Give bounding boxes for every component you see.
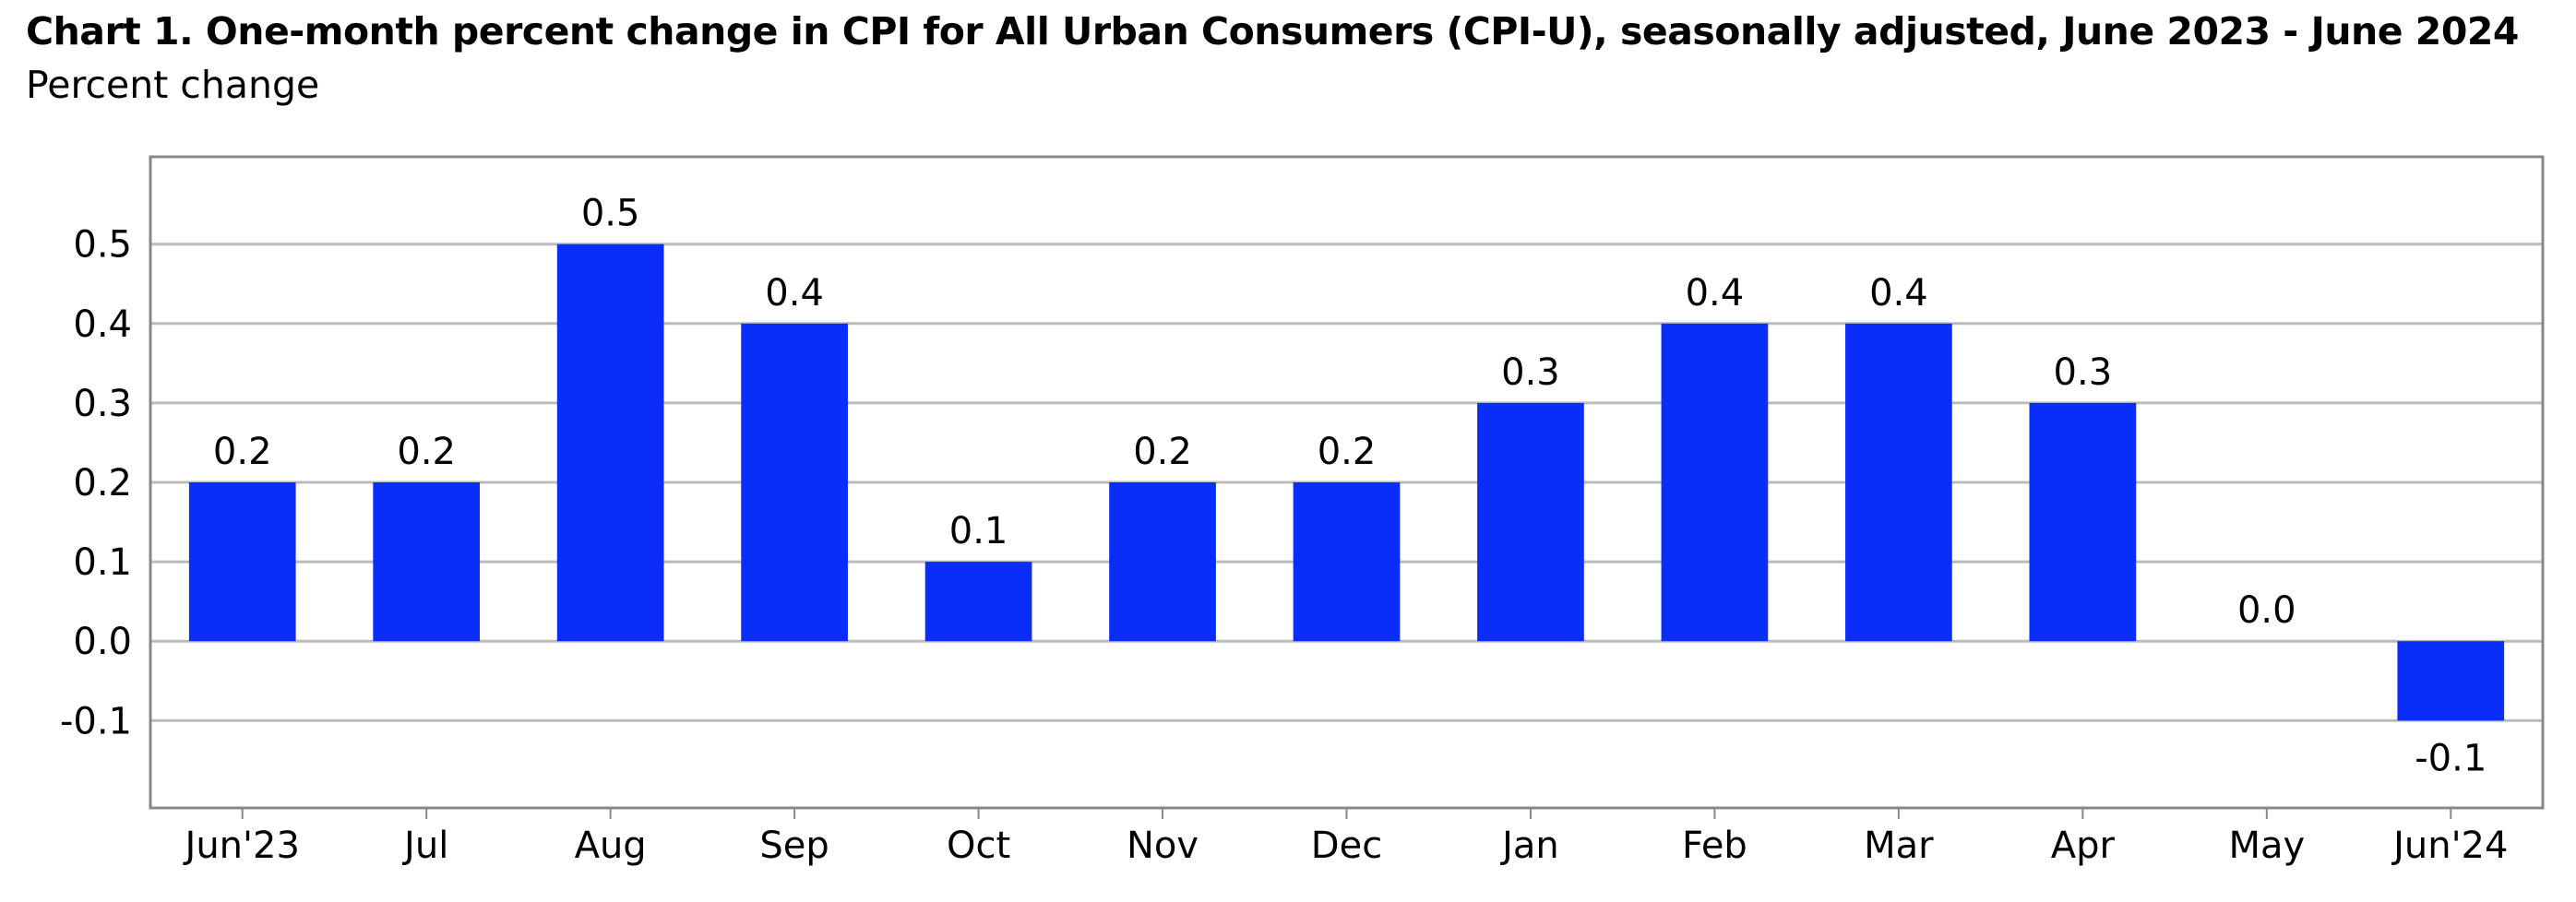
bar: [188, 482, 296, 642]
bar: [924, 562, 1032, 642]
data-label: 0.4: [1869, 272, 1928, 315]
x-tick-label: May: [2228, 825, 2305, 867]
bar: [1109, 482, 1216, 642]
x-tick-label: Mar: [1864, 825, 1934, 867]
x-tick-label: Dec: [1311, 825, 1382, 867]
bar: [556, 243, 664, 642]
data-label: 0.3: [2054, 351, 2113, 394]
y-tick-label: 0.4: [73, 303, 132, 346]
data-label: 0.4: [1686, 272, 1745, 315]
data-label: 0.2: [397, 431, 456, 473]
y-tick-label: 0.1: [73, 541, 132, 584]
y-tick-label: 0.3: [73, 383, 132, 425]
y-tick-label: 0.2: [73, 462, 132, 504]
x-tick-label: Sep: [759, 825, 829, 867]
data-label: 0.4: [765, 272, 824, 315]
x-tick-label: Jun'23: [183, 825, 300, 867]
data-label: 0.1: [949, 510, 1008, 552]
x-tick-label: Jun'24: [2391, 825, 2508, 867]
x-tick-label: Nov: [1127, 825, 1199, 867]
y-tick-label: 0.5: [73, 224, 132, 267]
x-tick-label: Jul: [401, 825, 448, 867]
y-tick-label: 0.0: [73, 621, 132, 663]
data-label: 0.2: [1318, 431, 1377, 473]
bar: [373, 482, 481, 642]
bar: [1477, 402, 1584, 642]
chart-title: Chart 1. One-month percent change in CPI…: [26, 9, 2519, 53]
bar: [1293, 482, 1401, 642]
data-label: 0.0: [2237, 589, 2296, 632]
bar: [741, 323, 848, 642]
data-label: -0.1: [2415, 737, 2487, 779]
bar: [2029, 402, 2137, 642]
data-label: 0.2: [213, 431, 272, 473]
x-tick-label: Aug: [575, 825, 647, 867]
x-tick-label: Apr: [2051, 825, 2116, 867]
x-tick-label: Jan: [1499, 825, 1559, 867]
plot-frame: [149, 155, 2545, 810]
bar: [2397, 641, 2505, 721]
data-label: 0.3: [1501, 351, 1560, 394]
x-tick-label: Feb: [1682, 825, 1747, 867]
bar: [1845, 323, 1952, 642]
bar: [1661, 323, 1769, 642]
data-label: 0.5: [581, 193, 640, 235]
data-label: 0.2: [1133, 431, 1192, 473]
x-tick-label: Oct: [947, 825, 1010, 867]
y-tick-label: -0.1: [60, 700, 132, 742]
chart-subtitle: Percent change: [26, 63, 320, 107]
